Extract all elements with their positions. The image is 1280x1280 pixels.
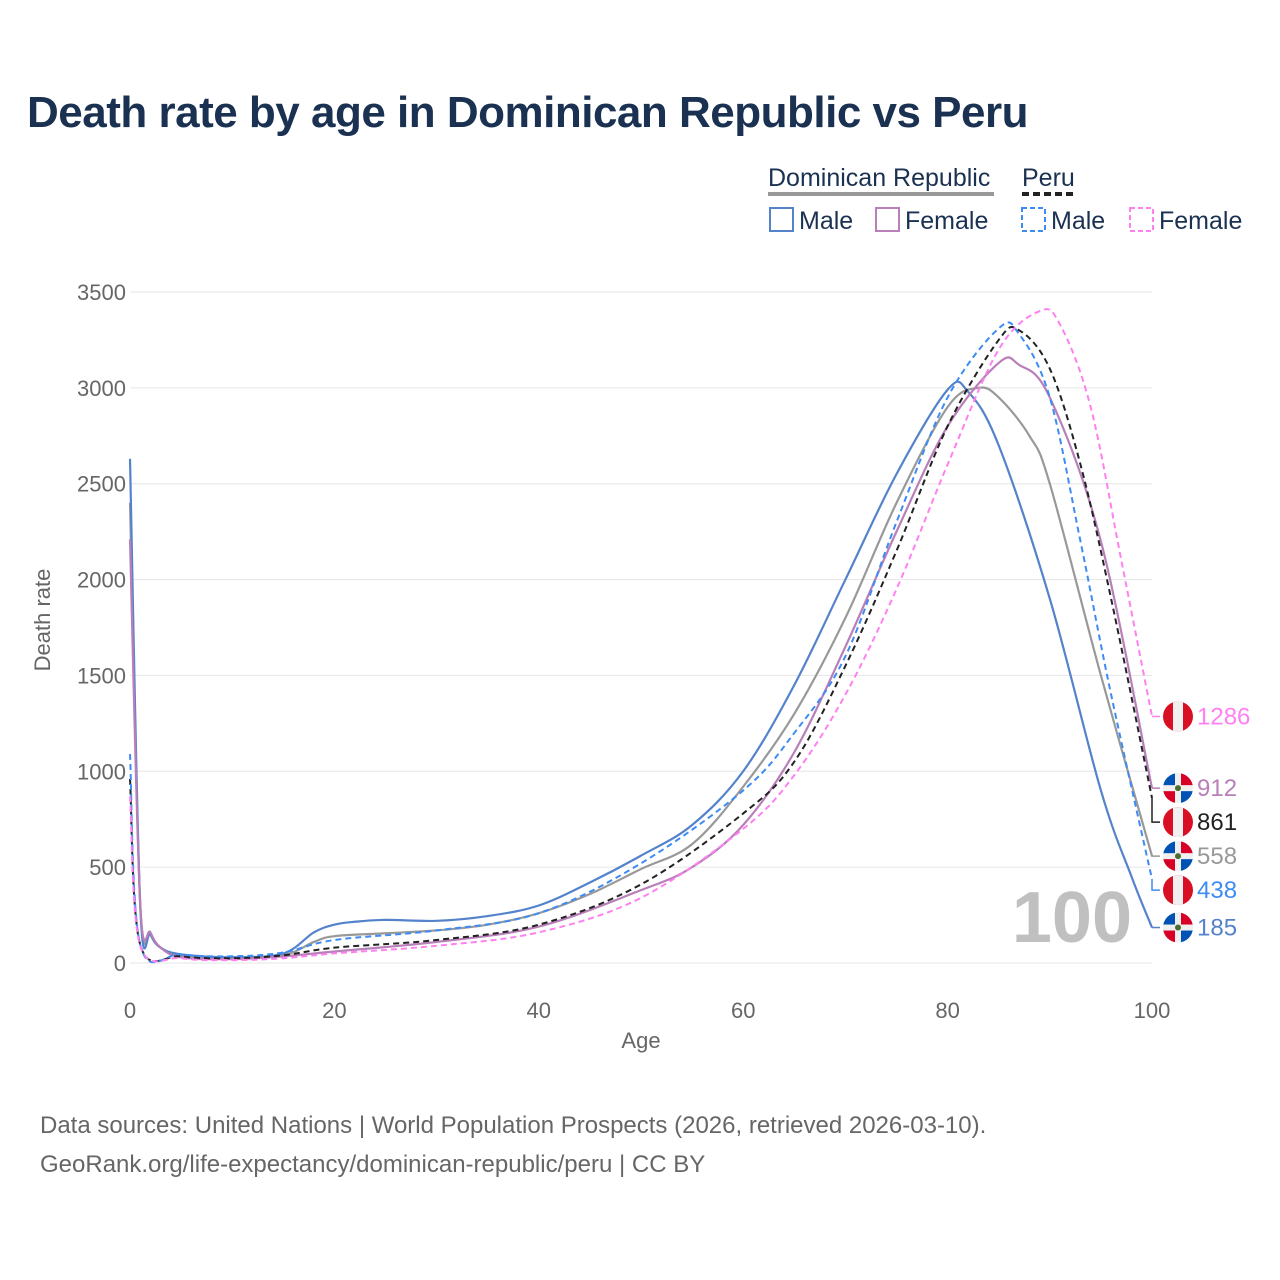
series-lines <box>128 308 1154 964</box>
end-label-group: 1286 <box>1152 701 1250 732</box>
end-value-label: 861 <box>1197 809 1237 836</box>
y-axis-title: Death rate <box>30 569 55 672</box>
legend-swatch[interactable] <box>1021 207 1046 232</box>
x-tick-label: 40 <box>527 998 551 1023</box>
legend-item-label[interactable]: Female <box>905 207 988 235</box>
frame-age-label: 100 <box>1012 878 1132 958</box>
legend-group-label[interactable]: Dominican Republic <box>768 164 990 192</box>
end-value-label: 185 <box>1197 915 1237 942</box>
end-label-group: 438 <box>1151 875 1237 906</box>
label-connector <box>1151 797 1160 823</box>
y-tick-label: 2000 <box>77 568 126 593</box>
data-source-text: Data sources: United Nations | World Pop… <box>40 1112 987 1139</box>
legend-group-label[interactable]: Peru <box>1022 164 1075 192</box>
peru-flag-icon <box>1163 701 1193 732</box>
series-line-dominican-republic-total <box>128 386 1154 960</box>
y-tick-label: 3500 <box>77 280 126 305</box>
end-value-label: 1286 <box>1197 703 1250 730</box>
end-label-group: 861 <box>1151 797 1237 838</box>
y-tick-label: 0 <box>114 951 126 976</box>
dominican-republic-flag-icon <box>1163 912 1193 943</box>
y-tick-label: 500 <box>89 855 126 880</box>
chart-title: Death rate by age in Dominican Republic … <box>27 88 1029 137</box>
x-tick-label: 20 <box>322 998 346 1023</box>
dominican-republic-flag-icon <box>1163 773 1193 804</box>
legend-swatch[interactable] <box>875 207 900 232</box>
y-tick-label: 2500 <box>77 472 126 497</box>
end-labels: 1286 912 861 558 438 185 <box>1151 701 1250 943</box>
series-line-peru-female <box>129 308 1153 963</box>
y-tick-label: 3000 <box>77 376 126 401</box>
end-label-group: 558 <box>1151 841 1237 872</box>
x-tick-label: 60 <box>731 998 755 1023</box>
series-line-peru-total <box>129 325 1153 963</box>
label-connector <box>1151 879 1160 891</box>
end-value-label: 912 <box>1197 775 1237 802</box>
x-ticks: 0 20 40 60 80 100 <box>124 998 1170 1023</box>
x-tick-label: 100 <box>1134 998 1171 1023</box>
x-tick-label: 80 <box>935 998 959 1023</box>
y-tick-label: 1500 <box>77 663 126 688</box>
peru-flag-icon <box>1163 807 1193 838</box>
series-line-peru-male <box>129 321 1153 964</box>
peru-flag-icon <box>1163 875 1193 906</box>
end-value-label: 558 <box>1197 843 1237 870</box>
legend: Dominican Republic Peru Male Female Male Fema… <box>768 164 1242 235</box>
legend-swatch[interactable] <box>769 207 794 232</box>
end-label-group: 912 <box>1152 773 1237 804</box>
source-link[interactable]: GeoRank.org/life-expectancy/dominican-re… <box>40 1151 706 1178</box>
x-tick-label: 0 <box>124 998 136 1023</box>
series-line-dominican-republic-male <box>128 380 1154 959</box>
footer: Data sources: United Nations | World Pop… <box>40 1106 986 1184</box>
y-ticks: 0 500 1000 1500 2000 2500 3000 3500 <box>77 280 126 976</box>
x-axis-title: Age <box>621 1028 660 1053</box>
legend-item-label[interactable]: Female <box>1159 207 1242 235</box>
legend-swatch[interactable] <box>1129 207 1154 232</box>
end-value-label: 438 <box>1197 877 1237 904</box>
end-label-group: 185 <box>1152 912 1237 943</box>
grid <box>130 291 1152 964</box>
legend-item-label[interactable]: Male <box>799 207 853 235</box>
dominican-republic-flag-icon <box>1163 841 1193 872</box>
legend-item-label[interactable]: Male <box>1051 207 1105 235</box>
y-tick-label: 1000 <box>77 759 126 784</box>
